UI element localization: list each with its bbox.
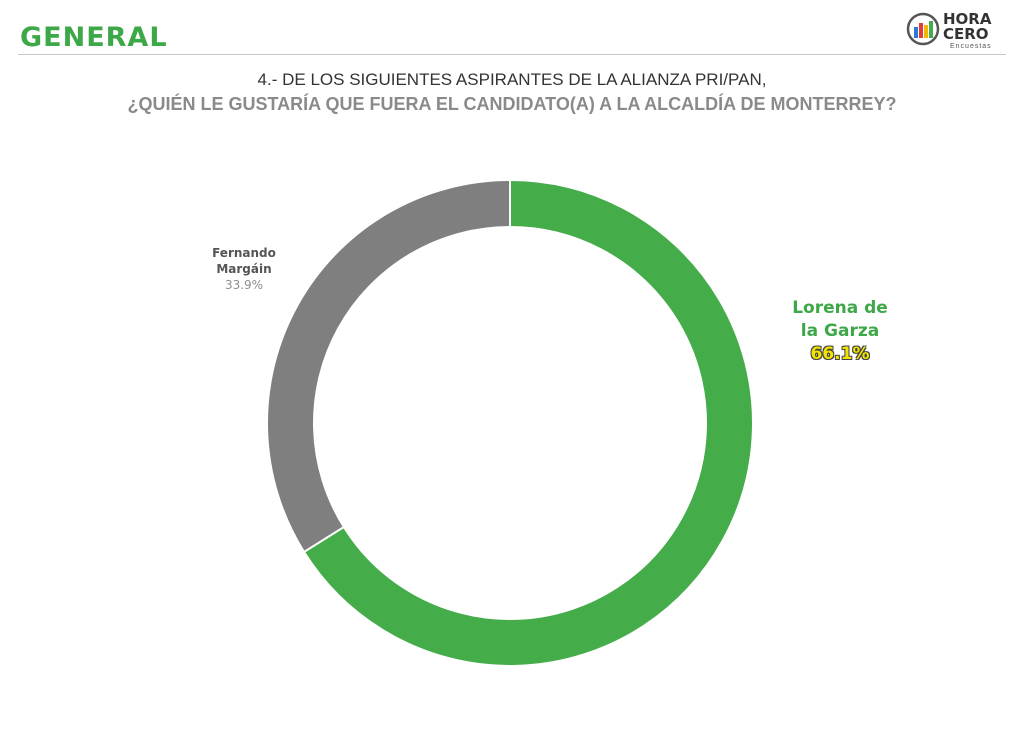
fernando-name-line-1: Fernando xyxy=(212,246,276,260)
section-title: GENERAL xyxy=(20,22,168,53)
header-divider xyxy=(18,54,1006,55)
slice-label-fernando: Fernando Margáin 33.9% xyxy=(196,245,292,293)
fernando-name-line-2: Margáin xyxy=(216,262,272,276)
lorena-percent: 66.1% xyxy=(810,344,870,364)
hora-cero-logo: HORA CERO Encuestas xyxy=(906,10,1006,50)
logo-subtitle: Encuestas xyxy=(950,43,992,50)
fernando-percent: 33.9% xyxy=(224,278,264,292)
lorena-name-line-1: Lorena de xyxy=(792,298,888,318)
logo-bars-icon xyxy=(906,12,940,46)
logo-line-2: CERO xyxy=(943,25,989,43)
logo-line-1: HORA xyxy=(943,10,992,28)
slice-label-lorena: Lorena de la Garza 66.1% xyxy=(770,297,910,366)
donut-slice-fernando-margain xyxy=(266,178,511,554)
lorena-name-line-2: la Garza xyxy=(800,321,880,341)
question-line-1: 4.- DE LOS SIGUIENTES ASPIRANTES DE LA A… xyxy=(257,70,767,89)
logo-wordmark: HORA CERO xyxy=(943,12,991,42)
donut-slice-lorena-de-la-garza xyxy=(302,178,754,667)
question-line-2: ¿QUIÉN LE GUSTARÍA QUE FUERA EL CANDIDAT… xyxy=(127,94,897,114)
